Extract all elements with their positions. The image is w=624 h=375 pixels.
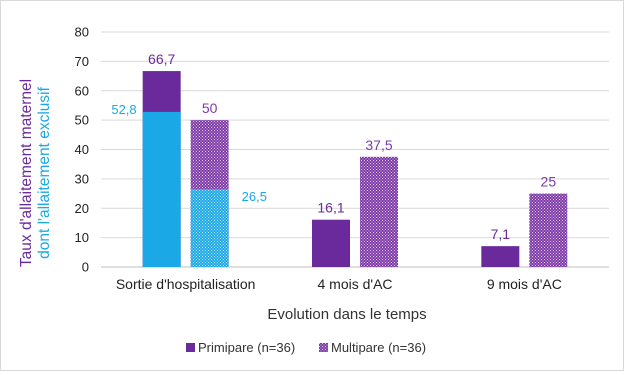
bar-exclusive-multipare <box>190 189 229 267</box>
legend-swatch-multipare <box>319 343 328 352</box>
y-tick-label: 40 <box>75 142 89 157</box>
y-tick-labels: 0 10 20 30 40 50 60 70 80 <box>75 25 89 275</box>
x-tick-label: 4 mois d'AC <box>317 276 392 292</box>
data-label-primipare: 7,1 <box>491 226 511 242</box>
bar-multipare <box>360 156 398 267</box>
bars <box>142 71 568 268</box>
data-label-multipare: 25 <box>541 174 557 190</box>
x-tick-labels: Sortie d'hospitalisation 4 mois d'AC 9 moi… <box>116 276 562 292</box>
bar-multipare <box>529 193 568 267</box>
gridlines <box>101 31 609 268</box>
data-label-exclusive-multipare: 26,5 <box>242 189 267 204</box>
data-label-primipare: 16,1 <box>317 200 344 216</box>
legend-label-multipare: Multipare (n=36) <box>331 340 426 355</box>
data-labels: 66,7 50 52,8 26,5 16,1 37,5 7,1 25 <box>111 51 556 242</box>
y-tick-label: 50 <box>75 113 89 128</box>
legend-swatch-primipare <box>186 343 195 352</box>
y-axis-label-line1: Taux d'allaitement maternel <box>18 79 35 267</box>
x-tick-label: Sortie d'hospitalisation <box>116 276 256 292</box>
data-label-multipare: 37,5 <box>365 137 392 153</box>
y-axis-label-line2: dont l'allaitement exclusif <box>36 86 53 259</box>
y-tick-label: 30 <box>75 171 89 186</box>
bar-primipare <box>481 246 520 267</box>
y-tick-label: 80 <box>75 25 89 40</box>
y-tick-label: 0 <box>82 260 89 275</box>
bar-exclusive-primipare <box>142 111 181 268</box>
y-tick-label: 60 <box>75 83 89 98</box>
legend: Primipare (n=36) Multipare (n=36) <box>186 340 426 355</box>
y-tick-label: 10 <box>75 230 89 245</box>
y-tick-label: 70 <box>75 54 89 69</box>
bar-primipare <box>312 219 350 267</box>
y-tick-label: 20 <box>75 201 89 216</box>
data-label-exclusive-primipare: 52,8 <box>111 102 136 117</box>
data-label-multipare: 50 <box>202 100 218 116</box>
x-axis-title: Evolution dans le temps <box>267 306 426 323</box>
x-tick-label: 9 mois d'AC <box>487 276 562 292</box>
legend-label-primipare: Primipare (n=36) <box>198 340 295 355</box>
data-label-primipare: 66,7 <box>148 51 175 67</box>
